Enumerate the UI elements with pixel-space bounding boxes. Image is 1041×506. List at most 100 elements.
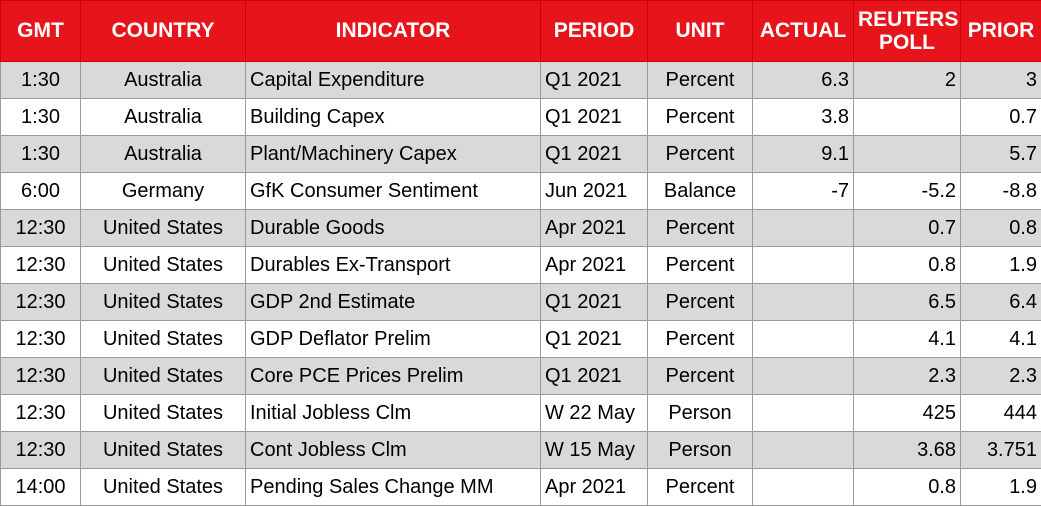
- table-cell: United States: [80, 320, 246, 358]
- table-cell: 3.8: [752, 98, 854, 136]
- table-cell: Apr 2021: [540, 468, 648, 506]
- table-row: 6:00 Germany GfK Consumer Sentiment Jun 202…: [0, 172, 1041, 210]
- table-row: 1:30 Australia Capital Expenditure Q1 2021 P…: [0, 61, 1041, 99]
- table-cell: 12:30: [0, 357, 81, 395]
- table-cell: Apr 2021: [540, 209, 648, 247]
- table-cell: -5.2: [853, 172, 961, 210]
- table-cell: Pending Sales Change MM: [245, 468, 541, 506]
- table-cell: GDP Deflator Prelim: [245, 320, 541, 358]
- table-cell: Q1 2021: [540, 61, 648, 99]
- table-cell: United States: [80, 468, 246, 506]
- table-cell: 0.7: [853, 209, 961, 247]
- column-header: PRIOR: [960, 0, 1041, 62]
- header-row: GMT COUNTRY INDICATOR PERIOD UNIT ACTUAL REUTE…: [0, 0, 1041, 62]
- table-cell: 0.7: [960, 98, 1041, 136]
- table-cell: Australia: [80, 98, 246, 136]
- column-header: UNIT: [647, 0, 753, 62]
- table-cell: 444: [960, 394, 1041, 432]
- table-cell: Building Capex: [245, 98, 541, 136]
- table-cell: Percent: [647, 283, 753, 321]
- table-cell: -8.8: [960, 172, 1041, 210]
- table-cell: 0.8: [853, 246, 961, 284]
- table-row: 12:30 United States Durable Goods Apr 2021 P…: [0, 209, 1041, 247]
- table-cell: 2: [853, 61, 961, 99]
- table-cell: 6:00: [0, 172, 81, 210]
- table-cell: Durable Goods: [245, 209, 541, 247]
- table-cell: Percent: [647, 357, 753, 395]
- table-cell: 5.7: [960, 135, 1041, 173]
- table-cell: United States: [80, 431, 246, 469]
- table-cell: 4.1: [960, 320, 1041, 358]
- table-cell: Percent: [647, 320, 753, 358]
- column-header: GMT: [0, 0, 81, 62]
- table-cell: 12:30: [0, 283, 81, 321]
- table-cell: [752, 246, 854, 284]
- table-cell: Jun 2021: [540, 172, 648, 210]
- table-cell: 3.751: [960, 431, 1041, 469]
- table-cell: 6.4: [960, 283, 1041, 321]
- table-cell: Percent: [647, 209, 753, 247]
- table-cell: Germany: [80, 172, 246, 210]
- table-row: 1:30 Australia Building Capex Q1 2021 Percen…: [0, 98, 1041, 136]
- table-row: 12:30 United States Cont Jobless Clm W 15 M…: [0, 431, 1041, 469]
- table-cell: 0.8: [960, 209, 1041, 247]
- table-cell: Percent: [647, 98, 753, 136]
- table-cell: Apr 2021: [540, 246, 648, 284]
- table-cell: 12:30: [0, 394, 81, 432]
- table-cell: Capital Expenditure: [245, 61, 541, 99]
- table-row: 12:30 United States GDP 2nd Estimate Q1 202…: [0, 283, 1041, 321]
- table-cell: Percent: [647, 468, 753, 506]
- table-cell: 1:30: [0, 61, 81, 99]
- table-cell: United States: [80, 246, 246, 284]
- table-cell: 3.68: [853, 431, 961, 469]
- column-header: COUNTRY: [80, 0, 246, 62]
- table-cell: Percent: [647, 246, 753, 284]
- table-cell: 2.3: [853, 357, 961, 395]
- table-cell: 4.1: [853, 320, 961, 358]
- table-cell: W 15 May: [540, 431, 648, 469]
- table-cell: 12:30: [0, 209, 81, 247]
- table-row: 12:30 United States GDP Deflator Prelim Q1 …: [0, 320, 1041, 358]
- table-cell: Cont Jobless Clm: [245, 431, 541, 469]
- table-cell: 14:00: [0, 468, 81, 506]
- table-cell: Balance: [647, 172, 753, 210]
- table-cell: 9.1: [752, 135, 854, 173]
- table-cell: Initial Jobless Clm: [245, 394, 541, 432]
- table-cell: [752, 320, 854, 358]
- table-cell: 12:30: [0, 320, 81, 358]
- table-cell: 6.5: [853, 283, 961, 321]
- table-cell: Q1 2021: [540, 98, 648, 136]
- table-cell: Percent: [647, 135, 753, 173]
- table-body: 1:30 Australia Capital Expenditure Q1 2021 P…: [0, 61, 1041, 506]
- table-cell: United States: [80, 283, 246, 321]
- table-cell: [752, 431, 854, 469]
- table-cell: W 22 May: [540, 394, 648, 432]
- table-cell: GfK Consumer Sentiment: [245, 172, 541, 210]
- table-cell: 2.3: [960, 357, 1041, 395]
- table-cell: -7: [752, 172, 854, 210]
- table-cell: 0.8: [853, 468, 961, 506]
- table-cell: 425: [853, 394, 961, 432]
- table-cell: United States: [80, 357, 246, 395]
- table-cell: 12:30: [0, 246, 81, 284]
- table-cell: GDP 2nd Estimate: [245, 283, 541, 321]
- table-cell: 6.3: [752, 61, 854, 99]
- column-header: ACTUAL: [752, 0, 854, 62]
- table-cell: [752, 283, 854, 321]
- table-cell: [752, 394, 854, 432]
- table-cell: [752, 357, 854, 395]
- table-cell: Core PCE Prices Prelim: [245, 357, 541, 395]
- table-row: 12:30 United States Initial Jobless Clm W 2…: [0, 394, 1041, 432]
- table-head: GMT COUNTRY INDICATOR PERIOD UNIT ACTUAL REUTE…: [0, 0, 1041, 62]
- table-cell: Plant/Machinery Capex: [245, 135, 541, 173]
- table-cell: 12:30: [0, 431, 81, 469]
- column-header: INDICATOR: [245, 0, 541, 62]
- table-cell: 1.9: [960, 246, 1041, 284]
- table-cell: [853, 135, 961, 173]
- table-cell: Q1 2021: [540, 283, 648, 321]
- table-cell: Q1 2021: [540, 135, 648, 173]
- table-cell: Q1 2021: [540, 320, 648, 358]
- table-cell: United States: [80, 209, 246, 247]
- column-header: REUTERS POLL: [853, 0, 961, 62]
